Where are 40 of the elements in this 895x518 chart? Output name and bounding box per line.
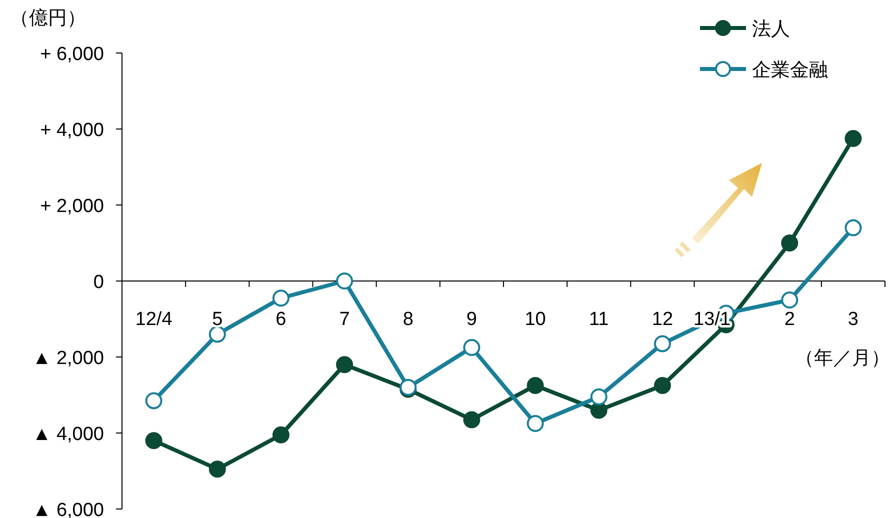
x-tick-label: 12	[652, 309, 674, 330]
y-tick-label: + 4,000	[40, 120, 104, 141]
point	[844, 219, 862, 236]
point	[463, 411, 480, 428]
x-tick-label: 9	[466, 309, 477, 330]
point	[336, 272, 354, 290]
point	[844, 130, 862, 147]
point	[526, 377, 544, 394]
y-axis-title: （億円）	[10, 8, 86, 29]
x-tick-label: 2	[784, 309, 795, 330]
annotation: （年／月）	[795, 348, 890, 369]
x-tick-label: 5	[212, 309, 223, 330]
point	[145, 432, 162, 450]
point	[272, 426, 290, 444]
point	[208, 460, 226, 478]
point	[336, 356, 354, 374]
y-tick-label: ▲ 4,000	[32, 424, 104, 445]
point	[272, 290, 290, 307]
y-tick-label: 0	[93, 272, 104, 293]
x-tick-label: 3	[848, 309, 858, 330]
point	[526, 415, 544, 432]
legend-label: 企業金融	[752, 60, 828, 81]
x-tick-label: 10	[524, 309, 546, 330]
point	[781, 292, 798, 308]
point	[463, 339, 480, 356]
point	[208, 326, 226, 343]
x-tick-label: 12/4	[135, 309, 173, 330]
x-tick-label: 6	[276, 309, 286, 330]
x-tick-label: 7	[339, 309, 350, 330]
point	[781, 234, 798, 252]
y-tick-label: + 2,000	[40, 196, 104, 217]
y-tick-label: ▲ 2,000	[32, 348, 104, 369]
point	[654, 377, 671, 394]
x-tick-label: 8	[402, 309, 414, 330]
point	[654, 335, 671, 352]
x-tick-label: 11	[589, 309, 609, 330]
legend-label: 法人	[752, 19, 790, 40]
point	[590, 388, 608, 406]
y-tick-label: + 6,000	[40, 44, 104, 65]
point	[145, 392, 162, 410]
